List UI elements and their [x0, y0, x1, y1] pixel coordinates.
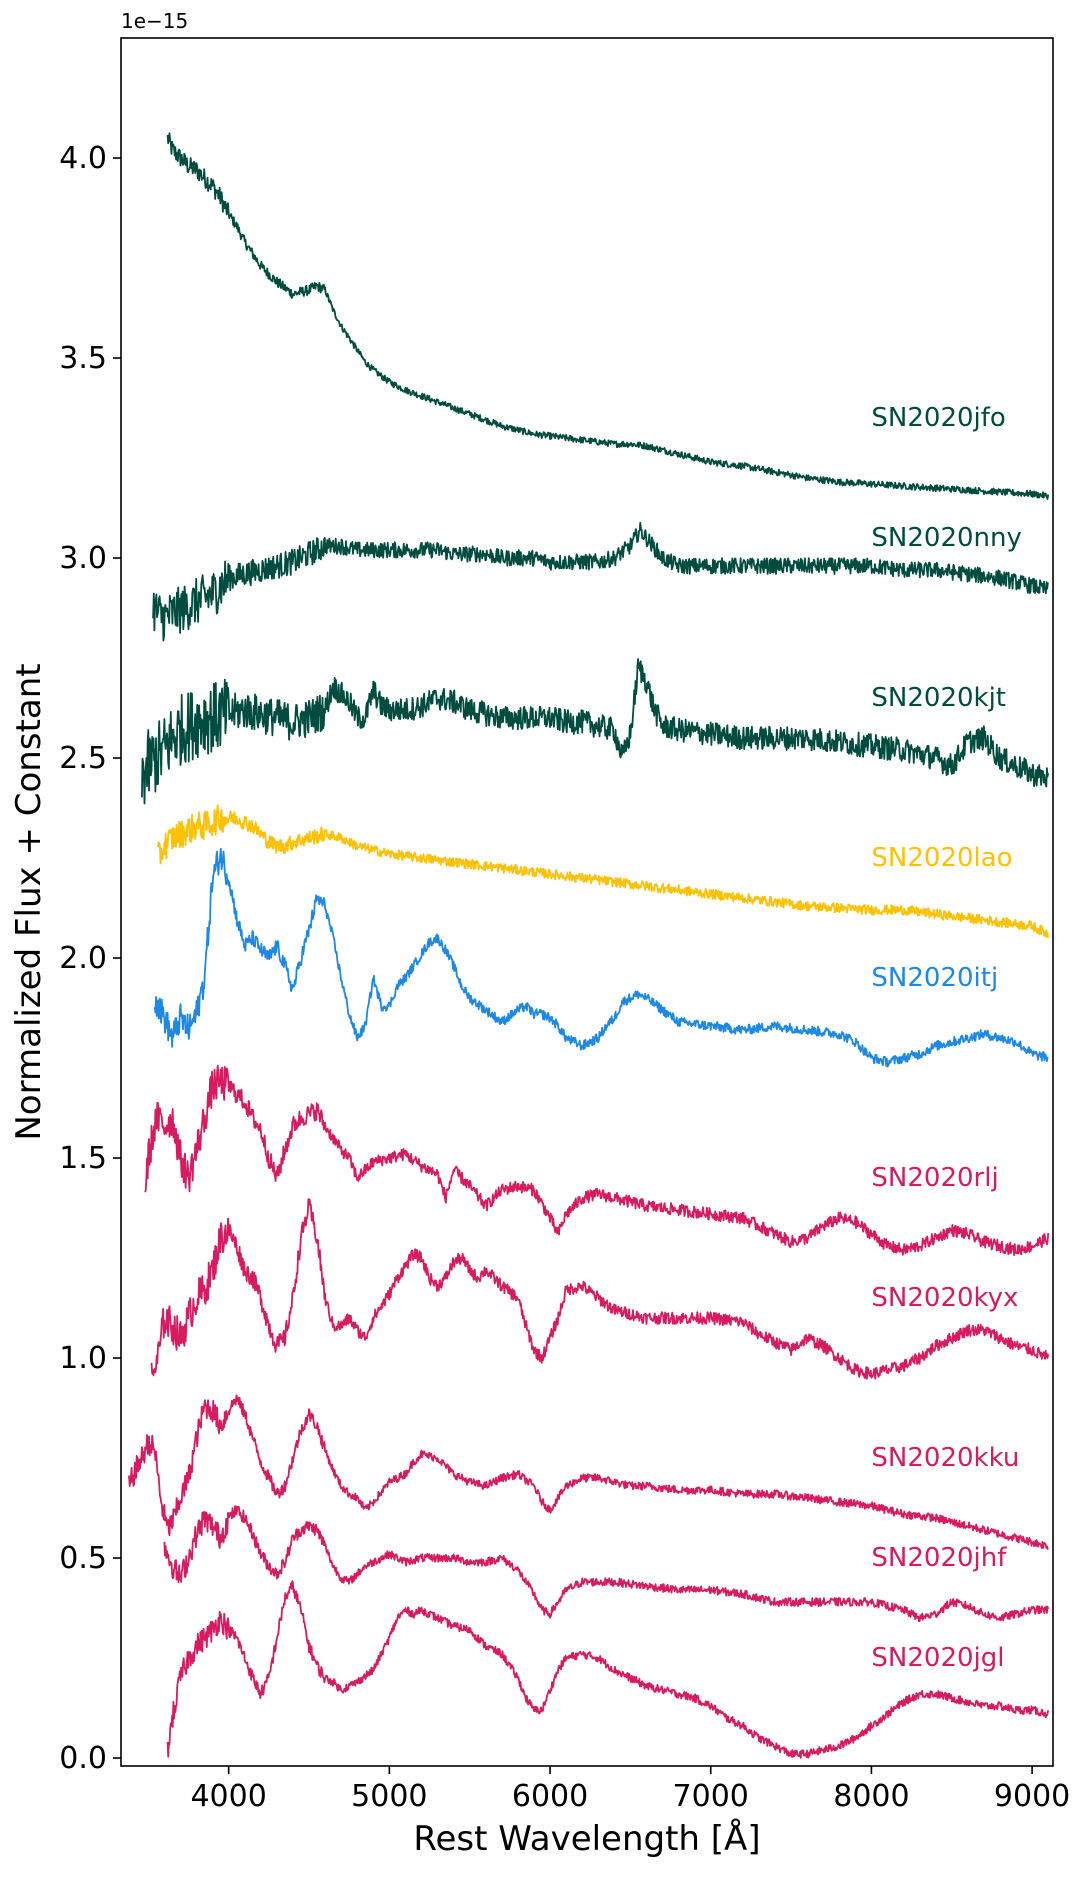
x-tick-label: 4000 — [190, 1779, 266, 1814]
x-tick-label: 9000 — [994, 1779, 1070, 1814]
y-tick-label: 0.5 — [59, 1541, 107, 1576]
series-label-sn2020itj: SN2020itj — [871, 963, 998, 993]
y-tick-label: 3.5 — [59, 341, 107, 376]
y-tick-label: 2.5 — [59, 741, 107, 776]
y-axis-label: Normalized Flux + Constant — [9, 663, 49, 1140]
series-label-sn2020jfo: SN2020jfo — [871, 403, 1005, 433]
spectrum-line-sn2020nny — [152, 521, 1049, 642]
x-axis-ticks: 4000 5000 6000 7000 8000 9000 — [190, 1766, 1070, 1814]
y-tick-label: 2.0 — [59, 941, 107, 976]
x-tick-label: 6000 — [512, 1779, 588, 1814]
spectrum-line-sn2020rlj — [144, 1064, 1050, 1256]
spectrum-line-sn2020kjt — [141, 658, 1050, 805]
spectrum-line-sn2020jhf — [163, 1505, 1050, 1623]
series-labels-group: SN2020jfo SN2020nny SN2020kjt SN2020lao SN20… — [871, 403, 1021, 1673]
y-tick-label: 1.5 — [59, 1141, 107, 1176]
y-tick-label: 3.0 — [59, 541, 107, 576]
y-axis-ticks: 0.0 0.5 1.0 1.5 2.0 2.5 3.0 3.5 4.0 — [59, 141, 121, 1776]
series-label-sn2020jhf: SN2020jhf — [871, 1543, 1007, 1573]
series-label-sn2020kjt: SN2020kjt — [871, 683, 1006, 713]
series-label-sn2020kku: SN2020kku — [871, 1443, 1019, 1473]
x-tick-label: 5000 — [351, 1779, 427, 1814]
spectra-series-group — [128, 132, 1050, 1759]
y-tick-label: 1.0 — [59, 1341, 107, 1376]
x-tick-label: 8000 — [833, 1779, 909, 1814]
x-axis-label: Rest Wavelength [Å] — [413, 1818, 760, 1859]
x-tick-label: 7000 — [673, 1779, 749, 1814]
series-label-sn2020kyx: SN2020kyx — [871, 1283, 1018, 1313]
y-tick-label: 0.0 — [59, 1741, 107, 1776]
plot-frame — [120, 37, 1054, 1767]
spectrum-line-sn2020kyx — [150, 1198, 1050, 1380]
series-label-sn2020jgl: SN2020jgl — [871, 1643, 1004, 1673]
series-label-sn2020rlj: SN2020rlj — [871, 1163, 998, 1193]
spectrum-line-sn2020itj — [153, 847, 1049, 1068]
spectrum-line-sn2020jfo — [166, 132, 1050, 500]
series-label-sn2020nny: SN2020nny — [871, 523, 1021, 553]
spectrum-line-sn2020lao — [157, 804, 1050, 938]
series-label-sn2020lao: SN2020lao — [871, 843, 1012, 873]
y-axis-offset-text: 1e−15 — [121, 9, 188, 33]
spectrum-line-sn2020jgl — [166, 1580, 1050, 1759]
spectrum-line-sn2020kku — [128, 1394, 1049, 1551]
y-tick-label: 4.0 — [59, 141, 107, 176]
